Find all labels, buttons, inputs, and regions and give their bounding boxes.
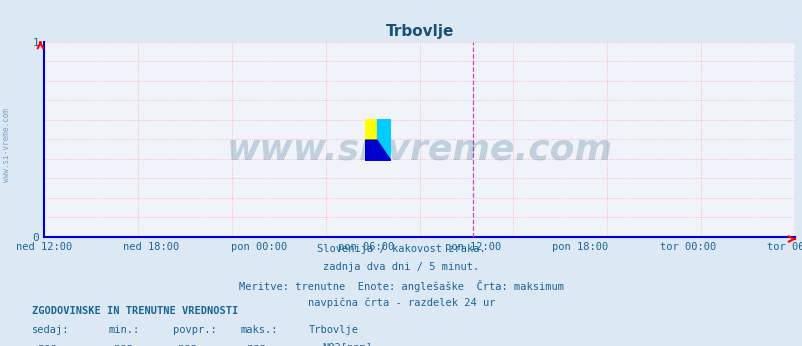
Text: -nan: -nan xyxy=(172,343,197,346)
Text: min.:: min.: xyxy=(108,325,140,335)
Text: -nan: -nan xyxy=(241,343,265,346)
Text: navpična črta - razdelek 24 ur: navpična črta - razdelek 24 ur xyxy=(307,298,495,308)
Title: Trbovlje: Trbovlje xyxy=(385,24,453,39)
Text: NO2[ppm]: NO2[ppm] xyxy=(322,343,371,346)
Text: ZGODOVINSKE IN TRENUTNE VREDNOSTI: ZGODOVINSKE IN TRENUTNE VREDNOSTI xyxy=(32,306,238,316)
Text: www.si-vreme.com: www.si-vreme.com xyxy=(2,108,11,182)
Text: -nan: -nan xyxy=(32,343,57,346)
Polygon shape xyxy=(365,119,376,140)
Text: zadnja dva dni / 5 minut.: zadnja dva dni / 5 minut. xyxy=(323,262,479,272)
Text: -nan: -nan xyxy=(108,343,133,346)
Text: povpr.:: povpr.: xyxy=(172,325,216,335)
Text: Slovenija / kakovost zraka.: Slovenija / kakovost zraka. xyxy=(317,244,485,254)
Text: maks.:: maks.: xyxy=(241,325,278,335)
Polygon shape xyxy=(376,119,391,161)
Text: www.si-vreme.com: www.si-vreme.com xyxy=(226,132,612,166)
Text: sedaj:: sedaj: xyxy=(32,325,70,335)
Text: Meritve: trenutne  Enote: anglešaške  Črta: maksimum: Meritve: trenutne Enote: anglešaške Črta… xyxy=(239,280,563,292)
Text: Trbovlje: Trbovlje xyxy=(309,325,358,335)
Polygon shape xyxy=(365,140,391,161)
